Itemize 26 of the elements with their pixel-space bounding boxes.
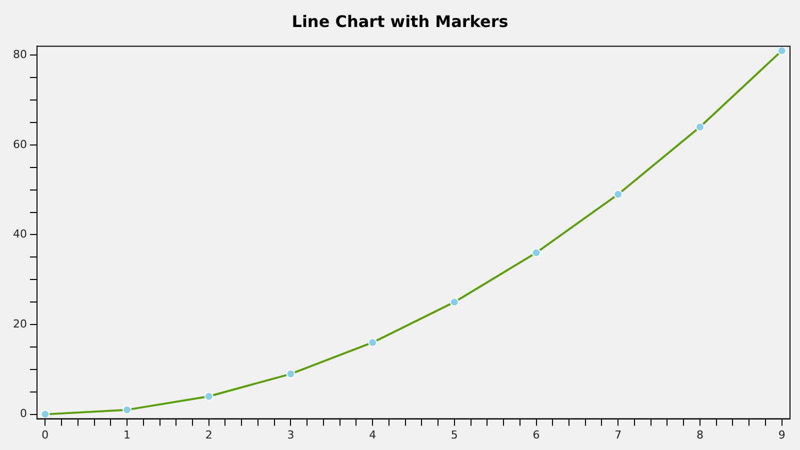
point (532, 248, 541, 258)
point (450, 298, 459, 307)
x-tick-label: 5 (450, 428, 458, 442)
y-tick-label: 20 (12, 317, 27, 330)
chart-title: Line Chart with Markers (292, 12, 508, 31)
x-tick-label: 9 (778, 428, 786, 442)
x-tick-label: 7 (614, 428, 622, 442)
y-tick-label: 40 (12, 228, 27, 241)
y-tick-label: 0 (20, 407, 27, 420)
point (40, 410, 50, 419)
point (204, 392, 214, 401)
point (777, 46, 786, 56)
x-tick-label: 3 (287, 428, 294, 442)
point (286, 369, 296, 378)
y-tick-label: 80 (12, 48, 27, 62)
point (122, 405, 132, 414)
point (695, 122, 704, 132)
point (368, 338, 378, 347)
x-tick-label: 6 (532, 428, 540, 442)
x-tick-label: 8 (696, 428, 704, 442)
x-tick-label: 0 (42, 428, 49, 442)
x-tick-label: 4 (369, 428, 376, 442)
x-tick-label: 2 (205, 428, 212, 442)
y-tick-label: 60 (12, 138, 27, 151)
point (614, 190, 623, 199)
x-tick-label: 1 (124, 428, 131, 442)
